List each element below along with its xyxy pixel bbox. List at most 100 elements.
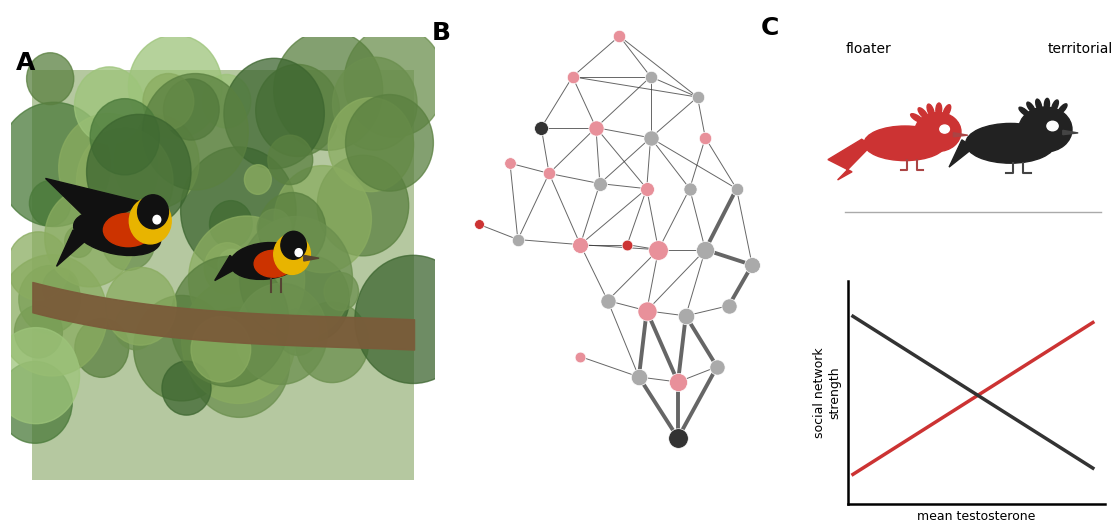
Point — [670, 378, 687, 386]
Circle shape — [317, 155, 408, 256]
Point — [629, 373, 647, 381]
Circle shape — [328, 98, 414, 192]
Circle shape — [143, 74, 194, 129]
Circle shape — [182, 279, 295, 403]
Circle shape — [45, 188, 135, 287]
Point — [618, 241, 636, 249]
Circle shape — [940, 125, 950, 133]
Point — [571, 241, 589, 249]
Point — [670, 434, 687, 442]
Circle shape — [0, 328, 79, 423]
Polygon shape — [1062, 130, 1078, 135]
Point — [509, 235, 527, 244]
Text: territorial: territorial — [1047, 41, 1113, 56]
Circle shape — [224, 58, 325, 169]
Ellipse shape — [104, 213, 153, 246]
Circle shape — [27, 53, 74, 104]
Point — [470, 220, 488, 228]
Ellipse shape — [1036, 99, 1041, 111]
Circle shape — [15, 305, 62, 358]
Circle shape — [324, 272, 358, 311]
Circle shape — [105, 267, 176, 345]
Ellipse shape — [1051, 100, 1058, 111]
Ellipse shape — [230, 243, 301, 279]
Circle shape — [29, 181, 70, 226]
Circle shape — [162, 361, 211, 415]
Point — [532, 123, 550, 132]
Circle shape — [59, 113, 157, 223]
Point — [696, 134, 714, 142]
Text: A: A — [16, 51, 35, 75]
Point — [638, 306, 656, 315]
Text: B: B — [432, 21, 451, 45]
Circle shape — [277, 310, 319, 356]
Point — [708, 363, 725, 371]
Circle shape — [75, 67, 144, 144]
Point — [681, 184, 699, 193]
Point — [676, 312, 694, 320]
Circle shape — [87, 114, 191, 229]
Y-axis label: social network
strength: social network strength — [814, 347, 841, 437]
Circle shape — [210, 200, 252, 248]
Polygon shape — [57, 230, 84, 267]
Circle shape — [202, 74, 251, 128]
Circle shape — [163, 79, 219, 140]
Point — [720, 302, 738, 310]
Ellipse shape — [936, 103, 942, 116]
Circle shape — [77, 128, 173, 234]
Circle shape — [235, 284, 327, 384]
Circle shape — [259, 192, 326, 267]
Circle shape — [128, 35, 222, 138]
Circle shape — [273, 30, 383, 150]
Text: C: C — [760, 16, 779, 40]
Point — [540, 169, 558, 178]
Circle shape — [42, 268, 79, 308]
Point — [689, 93, 706, 101]
Point — [610, 32, 628, 40]
Circle shape — [171, 257, 289, 386]
Circle shape — [204, 243, 250, 294]
Circle shape — [296, 302, 368, 383]
Circle shape — [256, 65, 339, 156]
Ellipse shape — [918, 108, 929, 119]
Circle shape — [254, 280, 286, 315]
Circle shape — [295, 249, 302, 257]
Circle shape — [0, 361, 73, 443]
Circle shape — [137, 195, 169, 229]
Circle shape — [75, 318, 128, 377]
Polygon shape — [214, 255, 240, 280]
Ellipse shape — [1027, 102, 1036, 113]
Circle shape — [273, 234, 310, 275]
Ellipse shape — [1058, 104, 1067, 114]
Circle shape — [0, 102, 110, 226]
Point — [590, 179, 608, 188]
Point — [587, 123, 605, 132]
Circle shape — [243, 240, 278, 278]
Circle shape — [153, 215, 161, 224]
Circle shape — [268, 135, 312, 184]
Circle shape — [102, 211, 155, 270]
Circle shape — [281, 231, 306, 259]
Polygon shape — [949, 140, 973, 167]
Circle shape — [114, 115, 199, 208]
Point — [642, 73, 660, 81]
Point — [564, 73, 581, 81]
Polygon shape — [828, 139, 872, 180]
Circle shape — [346, 94, 433, 191]
Circle shape — [355, 255, 471, 384]
Circle shape — [1047, 121, 1058, 131]
Circle shape — [218, 249, 246, 280]
Circle shape — [244, 165, 271, 195]
Circle shape — [275, 165, 372, 272]
Circle shape — [915, 112, 961, 152]
Ellipse shape — [74, 210, 161, 255]
Ellipse shape — [1045, 99, 1049, 110]
Circle shape — [257, 209, 291, 246]
Point — [696, 245, 714, 254]
FancyBboxPatch shape — [32, 70, 414, 480]
Circle shape — [134, 295, 230, 401]
Circle shape — [344, 26, 445, 137]
Circle shape — [1019, 107, 1072, 152]
Point — [638, 184, 656, 193]
Ellipse shape — [965, 123, 1056, 163]
